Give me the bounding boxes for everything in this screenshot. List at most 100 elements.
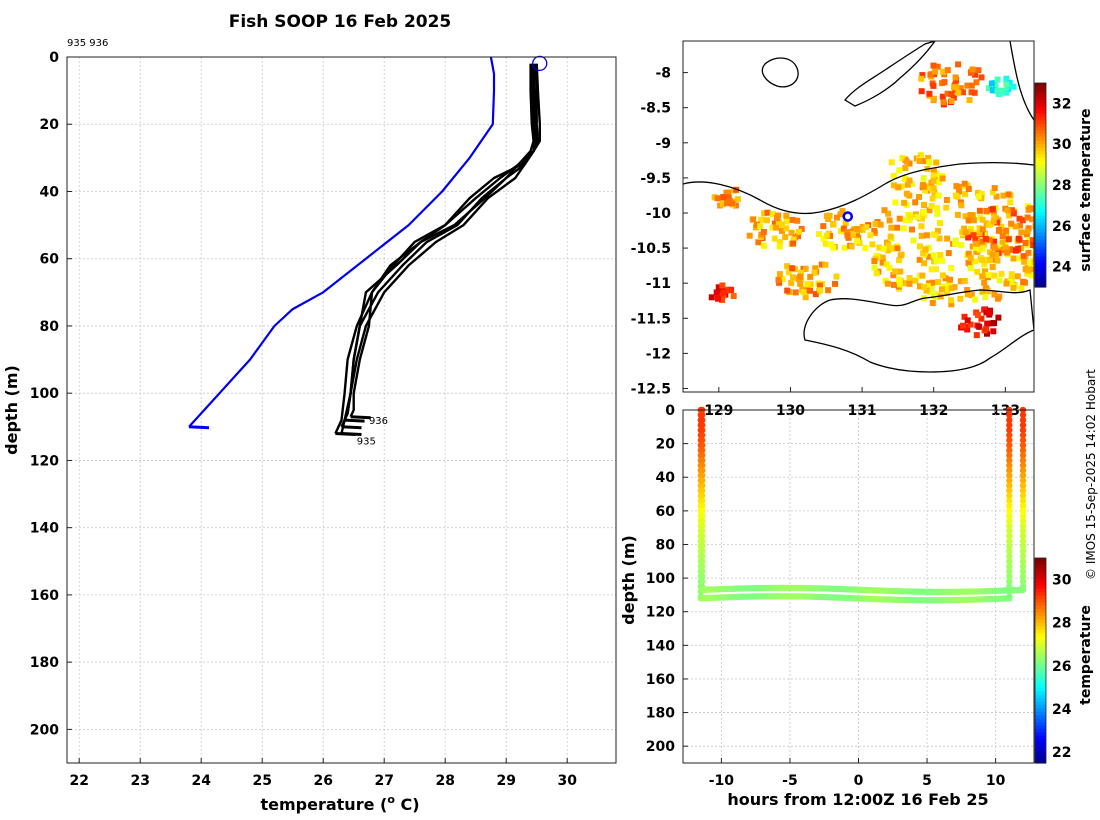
map-x-ticks: 129 130 131 132 133: [704, 387, 1020, 419]
profile-x-label-degree: o: [387, 793, 395, 806]
map-sst-cell: [783, 212, 790, 219]
map-sst-cell: [877, 221, 884, 228]
map-sst-cell: [775, 212, 782, 219]
section-colorbar-segment: [1035, 715, 1046, 720]
map-y-tick-label: -10.5: [631, 241, 671, 257]
map-sst-cell: [888, 159, 895, 166]
profile-y-tick-label: 120: [30, 453, 59, 469]
map-sst-cell: [939, 175, 946, 182]
section-colorbar-segment: [1035, 684, 1046, 689]
section-x-tick-label: 5: [922, 773, 932, 789]
map-sst-cell: [978, 315, 985, 322]
map-sst-cell: [896, 167, 903, 174]
map-sst-cell: [1005, 212, 1012, 219]
map-sst-cell: [989, 189, 996, 196]
map-sst-cell: [940, 99, 947, 106]
map-sst-cell: [890, 272, 897, 279]
section-sample-cast-935: [1006, 421, 1013, 429]
map-sst-cell: [939, 93, 946, 100]
section-colorbar-segment: [1035, 633, 1046, 638]
map-sst-cell: [871, 264, 878, 271]
section-sample-cast-936: [1019, 522, 1027, 530]
map-sst-cell: [1022, 240, 1029, 246]
map-colorbar-segment: [1035, 147, 1046, 152]
map-colorbar-segment: [1035, 270, 1046, 274]
map-sst-cell: [962, 229, 969, 236]
map-colorbar-frame: [1034, 82, 1047, 288]
profile-axes-frame: [66, 56, 617, 764]
map-sst-cell: [880, 245, 887, 252]
profile-y-tick-label: 180: [30, 655, 59, 671]
section-sample-cast-936: [698, 457, 706, 464]
map-sst-cell: [719, 296, 726, 303]
map-sst-cell: [934, 290, 941, 297]
map-panel: 129 130 131 132 133 -8-8.5-9-9.5-10-10.5-11-…: [631, 40, 1094, 419]
section-sample-cast-935: [1006, 522, 1013, 530]
map-colorbar-segment: [1035, 212, 1046, 217]
profile-x-ticks: 22 23 24 25 26 27 28 29 30: [69, 758, 577, 789]
map-sst-cell: [927, 71, 934, 78]
map-sst-cell: [1017, 255, 1024, 262]
map-sst-cell: [934, 63, 941, 70]
map-sst-cell: [953, 183, 960, 190]
section-x-tick-label: 10: [986, 773, 1006, 789]
map-sst-cell: [1012, 223, 1019, 230]
map-sst-cell: [995, 295, 1001, 302]
map-colorbar-segment: [1035, 161, 1046, 166]
map-sst-cell: [981, 241, 988, 248]
profile-series-climatology: [188, 56, 496, 428]
map-sst-cell: [962, 191, 969, 198]
map-sst-cell: [906, 275, 913, 281]
map-sst-cell: [984, 330, 990, 337]
map-colorbar-segment: [1035, 106, 1046, 111]
map-sst-cell: [798, 269, 804, 276]
map-sst-cell: [807, 287, 814, 294]
section-sample-cast-936: [1019, 537, 1027, 545]
map-sst-cell: [902, 280, 909, 287]
map-colorbar-tick-label: 30: [1052, 137, 1072, 153]
section-y-tick-label: 140: [646, 638, 675, 654]
profile-series-cast-5: [343, 63, 541, 421]
section-sample-cast-936: [1019, 492, 1027, 499]
section-colorbar-segment: [1035, 756, 1046, 761]
map-sst-cell: [965, 186, 972, 192]
map-sst-cell: [906, 280, 913, 287]
section-colorbar-segment: [1035, 674, 1046, 679]
section-colorbar-segment: [1035, 745, 1046, 750]
profile-y-label: depth (m): [2, 365, 21, 455]
map-sst-cell: [948, 264, 955, 271]
map-sst-cell: [955, 61, 962, 68]
map-sst-cell: [921, 212, 928, 219]
section-sample-cast-935: [1006, 507, 1013, 515]
map-sst-cell: [964, 326, 971, 333]
map-sst-cell: [862, 244, 869, 251]
map-sst-cell: [914, 214, 921, 221]
map-sst-cell: [917, 283, 923, 290]
map-sst-cell: [954, 211, 961, 218]
map-x-tick-label: 133: [991, 403, 1020, 419]
map-colorbar-segment: [1035, 208, 1046, 213]
map-sst-cell: [904, 181, 911, 188]
map-sst-cell: [827, 241, 834, 248]
map-sst-cell: [728, 286, 735, 293]
section-sample-cast-936: [698, 558, 706, 565]
map-sst-cell: [962, 213, 969, 220]
map-sst-cell: [832, 280, 838, 287]
map-sst-cell: [996, 277, 1003, 284]
section-sample-cast-936: [1019, 426, 1027, 434]
map-sst-cell: [916, 158, 923, 164]
map-sst-cell: [869, 241, 876, 248]
map-sst-cell: [969, 212, 976, 219]
section-sample-cast-936: [698, 421, 706, 429]
map-sst-cell: [797, 280, 804, 287]
map-sst-cell: [964, 82, 971, 89]
map-sst-cell: [823, 232, 830, 239]
map-sst-cell: [1025, 267, 1032, 274]
map-sst-cell: [919, 272, 926, 279]
map-sst-cell: [785, 269, 792, 276]
section-colorbar-tick-label: 30: [1052, 573, 1072, 589]
map-colorbar-segment: [1035, 229, 1046, 234]
section-sample-cast-936: [698, 517, 706, 525]
map-colorbar-segment: [1035, 123, 1046, 128]
